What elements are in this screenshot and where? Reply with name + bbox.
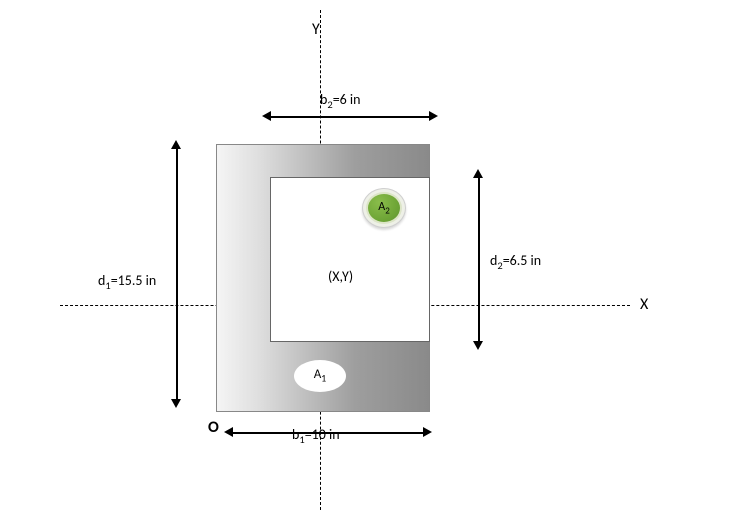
d1-dimension-line (176, 148, 178, 400)
arrowhead-icon (423, 427, 432, 437)
d2-dimension-line (478, 177, 480, 342)
arrowhead-icon (473, 169, 483, 178)
y-axis-label: Y (312, 20, 320, 39)
arrowhead-icon (429, 111, 438, 121)
d2-label: d2=6.5 in (490, 252, 541, 272)
b2-dimension-line (270, 116, 430, 118)
arrowhead-icon (473, 341, 483, 350)
b2-label: b2=6 in (320, 91, 361, 111)
inner-rectangle (270, 177, 430, 342)
arrowhead-icon (262, 111, 271, 121)
a1-marker: A1 (294, 360, 346, 392)
a2-label: A2 (378, 200, 390, 216)
a2-marker: A2 (362, 188, 406, 228)
centroid-label: (X,Y) (328, 268, 353, 285)
diagram-canvas: A1 A2 (X,Y) b2=6 in d2=6.5 in d1=15.5 in… (0, 0, 750, 519)
arrowhead-icon (224, 427, 233, 437)
a1-label: A1 (314, 367, 326, 385)
b1-label: b1=10 in (292, 426, 340, 446)
d1-label: d1=15.5 in (98, 272, 156, 292)
arrowhead-icon (171, 399, 181, 408)
arrowhead-icon (171, 140, 181, 149)
x-axis-label: X (640, 295, 648, 314)
origin-label: O (208, 418, 219, 437)
